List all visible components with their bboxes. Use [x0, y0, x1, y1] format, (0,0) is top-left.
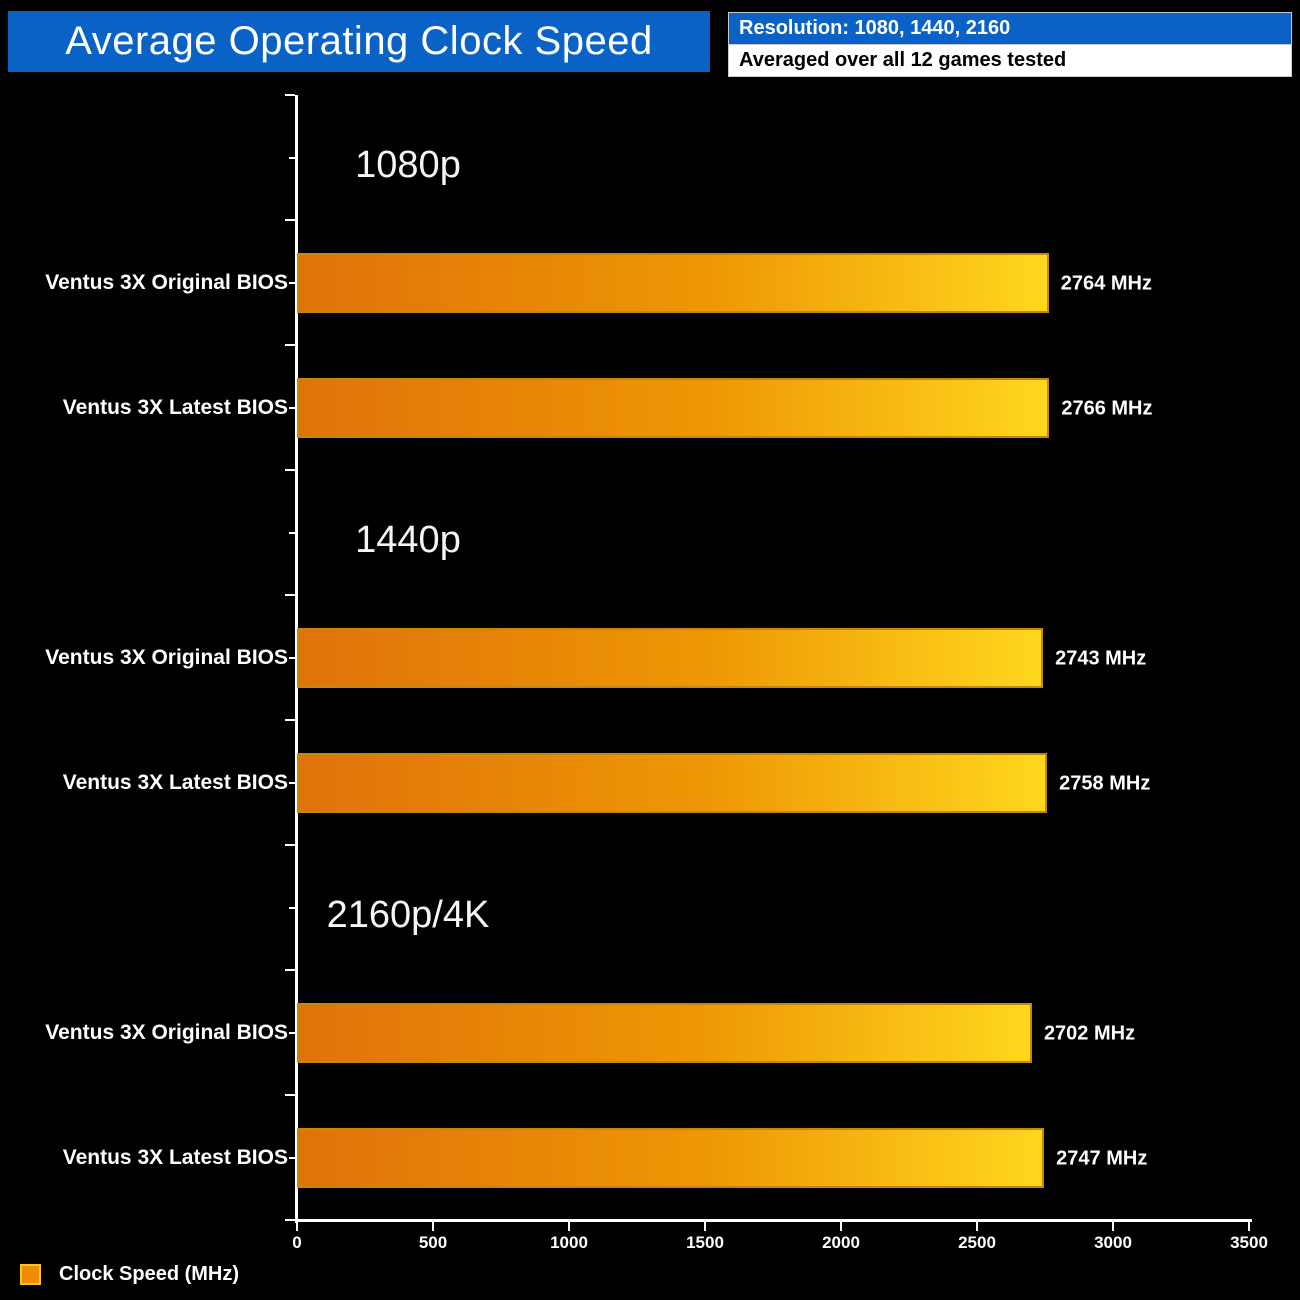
x-axis-tick-label: 3500 — [1230, 1233, 1268, 1252]
y-axis-tick — [289, 781, 295, 784]
legend-swatch-icon — [20, 1264, 41, 1285]
y-axis-tick — [285, 719, 295, 721]
y-axis-tick — [285, 219, 295, 221]
x-axis-tick — [704, 1222, 706, 1231]
y-axis-tick — [289, 656, 295, 659]
x-axis-line — [295, 1219, 1252, 1222]
bar-value-label: 2743 MHz — [1055, 647, 1147, 669]
x-axis-tick — [840, 1222, 842, 1231]
y-axis-tick — [289, 531, 295, 534]
x-axis-tick — [976, 1222, 978, 1231]
category-label: Ventus 3X Latest BIOS — [62, 1145, 288, 1169]
category-label: Ventus 3X Latest BIOS — [62, 395, 288, 419]
section-label: 1080p — [355, 143, 461, 186]
x-axis-tick — [568, 1222, 570, 1231]
bar-value-label: 2747 MHz — [1056, 1147, 1148, 1169]
y-axis-tick — [285, 594, 295, 596]
y-axis-tick — [285, 469, 295, 471]
category-label: Ventus 3X Original BIOS — [45, 645, 288, 669]
x-axis-tick-label: 0 — [292, 1233, 302, 1252]
x-axis-tick — [432, 1222, 434, 1231]
legend: Clock Speed (MHz) — [20, 1263, 239, 1286]
x-axis-tick — [1112, 1222, 1114, 1231]
x-axis-tick-label: 1000 — [550, 1233, 588, 1252]
chart-title: Average Operating Clock Speed — [65, 19, 653, 63]
x-axis-tick-label: 500 — [418, 1233, 448, 1252]
category-label: Ventus 3X Original BIOS — [45, 1020, 288, 1044]
bar — [297, 1127, 1045, 1188]
y-axis-tick — [289, 1031, 295, 1034]
bar — [297, 1002, 1032, 1063]
x-axis-tick-label: 1500 — [686, 1233, 724, 1252]
resolution-label: Resolution: 1080, 1440, 2160 — [739, 17, 1011, 39]
subtitle-banner: Averaged over all 12 games tested — [728, 45, 1292, 77]
y-axis-tick — [289, 406, 295, 409]
y-axis-tick — [285, 94, 295, 96]
section-label: 2160p/4K — [326, 893, 490, 936]
category-label: Ventus 3X Original BIOS — [45, 270, 288, 294]
y-axis-tick — [285, 1094, 295, 1096]
y-axis-tick — [285, 844, 295, 846]
y-axis-tick — [285, 1219, 295, 1221]
section-label: 1440p — [355, 518, 461, 561]
bar-value-label: 2764 MHz — [1060, 272, 1152, 294]
chart-title-bar: Average Operating Clock Speed — [8, 11, 710, 72]
y-axis-line — [295, 95, 298, 1223]
y-axis-tick — [289, 281, 295, 284]
x-axis-tick-label: 3000 — [1094, 1233, 1132, 1252]
bar-value-label: 2702 MHz — [1043, 1022, 1136, 1044]
y-axis-tick — [289, 1156, 295, 1159]
y-axis-tick — [289, 156, 295, 159]
bar — [297, 752, 1048, 813]
resolution-banner: Resolution: 1080, 1440, 2160 — [728, 12, 1292, 45]
x-axis-tick — [296, 1222, 298, 1231]
legend-label: Clock Speed (MHz) — [59, 1263, 240, 1285]
x-axis-tick-label: 2500 — [958, 1233, 996, 1252]
bar — [297, 377, 1050, 438]
x-axis-tick — [1248, 1222, 1250, 1231]
y-axis-tick — [285, 969, 295, 971]
y-axis-tick — [285, 344, 295, 346]
bar — [297, 627, 1044, 688]
bar-value-label: 2758 MHz — [1059, 772, 1151, 794]
subtitle-label: Averaged over all 12 games tested — [739, 49, 1067, 71]
y-axis-tick — [289, 906, 295, 909]
bar-value-label: 2766 MHz — [1061, 397, 1153, 419]
category-label: Ventus 3X Latest BIOS — [62, 770, 288, 794]
x-axis-tick-label: 2000 — [822, 1233, 860, 1252]
bar — [297, 252, 1049, 313]
